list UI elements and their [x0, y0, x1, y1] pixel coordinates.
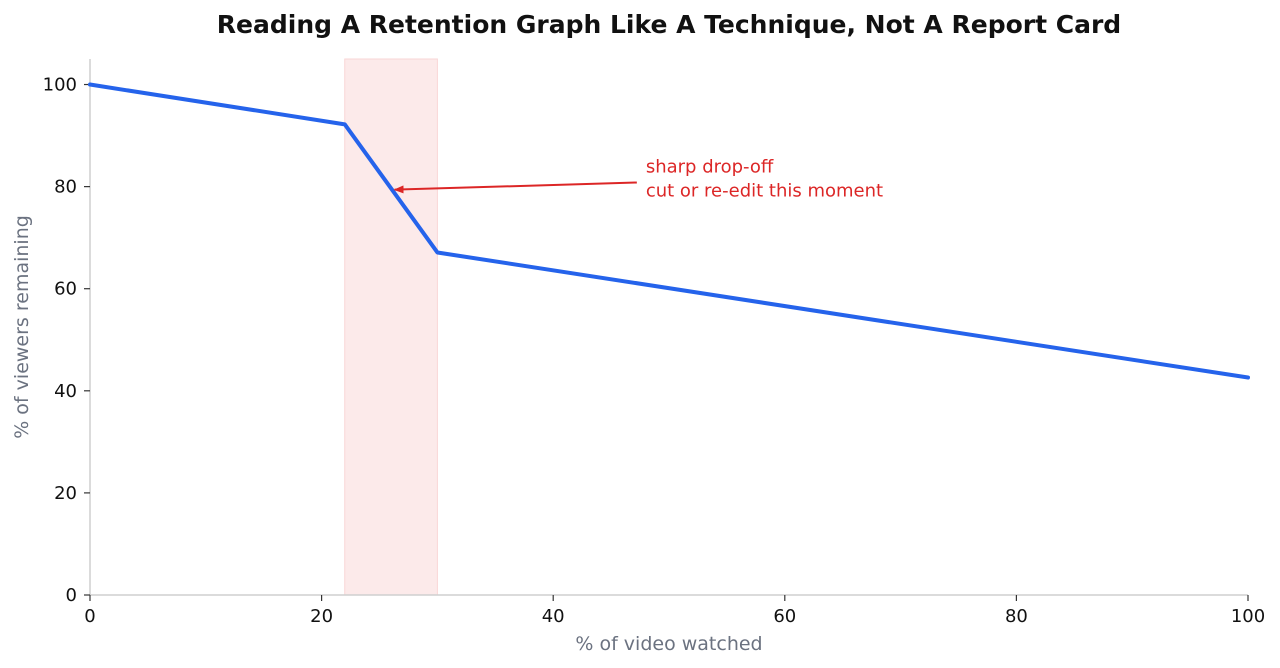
- y-tick-label: 0: [66, 585, 77, 606]
- x-tick-label: 60: [773, 606, 796, 627]
- chart-title: Reading A Retention Graph Like A Techniq…: [217, 10, 1121, 39]
- x-tick-label: 20: [310, 606, 333, 627]
- y-axis-label: % of viewers remaining: [11, 215, 33, 439]
- highlight-region: [344, 58, 438, 596]
- x-axis-label: % of video watched: [575, 633, 762, 655]
- x-tick-label: 40: [542, 606, 565, 627]
- y-tick-label: 40: [54, 381, 77, 402]
- y-tick-label: 100: [43, 75, 77, 96]
- retention-line: [88, 82, 1250, 380]
- y-tick-label: 20: [54, 483, 77, 504]
- x-tick-label: 100: [1231, 606, 1265, 627]
- annotation-text: sharp drop-off: [646, 157, 774, 178]
- y-tick-label: 80: [54, 177, 77, 198]
- annotation-text: cut or re-edit this moment: [646, 181, 883, 202]
- x-tick-label: 0: [84, 606, 95, 627]
- x-tick-label: 80: [1005, 606, 1028, 627]
- plot-area: 0 20 40 60 80 100 0 20 40 60 80 100 sharp drop-off cu…: [43, 58, 1265, 627]
- annotation-arrow: [393, 181, 637, 194]
- y-tick-label: 60: [54, 279, 77, 300]
